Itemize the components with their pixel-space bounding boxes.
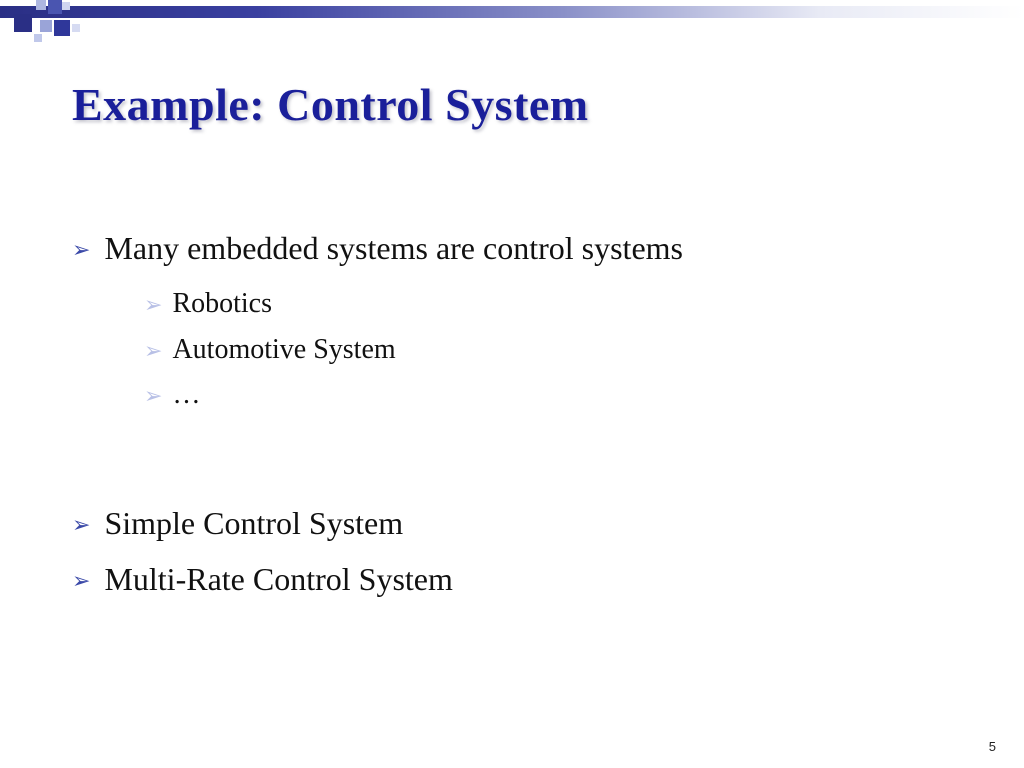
decor-square xyxy=(72,24,80,32)
decor-square xyxy=(48,0,62,14)
slide-body: ➢ Many embedded systems are control syste… xyxy=(72,227,964,601)
bullet-text: Many embedded systems are control system… xyxy=(104,227,683,270)
decor-square xyxy=(40,20,52,32)
bullet-level-1: ➢ Multi-Rate Control System xyxy=(72,558,964,601)
bullet-level-2: ➢ Automotive System xyxy=(144,328,964,371)
bullet-level-2: ➢… xyxy=(144,373,964,416)
bullet-text: … xyxy=(172,373,200,416)
chevron-right-icon: ➢ xyxy=(72,510,90,540)
decor-square xyxy=(54,20,70,36)
bullet-text: Simple Control System xyxy=(104,502,403,545)
slide-title: Example: Control System xyxy=(72,78,964,131)
bullet-text: Robotics xyxy=(172,282,272,325)
page-number: 5 xyxy=(989,739,996,754)
bullet-gap xyxy=(72,418,964,502)
header-decoration xyxy=(0,0,1024,40)
bullet-level-1: ➢ Many embedded systems are control syste… xyxy=(72,227,964,270)
chevron-right-icon: ➢ xyxy=(72,235,90,265)
slide-content: Example: Control System ➢ Many embedded s… xyxy=(72,78,964,613)
decor-square xyxy=(36,0,46,10)
decor-square xyxy=(14,14,32,32)
chevron-right-icon: ➢ xyxy=(72,566,90,596)
bullet-level-1: ➢ Simple Control System xyxy=(72,502,964,545)
decor-square xyxy=(62,2,70,10)
decor-square xyxy=(34,34,42,42)
bullet-level-2: ➢ Robotics xyxy=(144,282,964,325)
chevron-right-icon: ➢ xyxy=(144,334,162,368)
bullet-text: Multi-Rate Control System xyxy=(104,558,452,601)
bullet-text: Automotive System xyxy=(172,328,395,371)
chevron-right-icon: ➢ xyxy=(144,288,162,322)
header-gradient-bar xyxy=(0,6,1024,18)
chevron-right-icon: ➢ xyxy=(144,379,162,413)
